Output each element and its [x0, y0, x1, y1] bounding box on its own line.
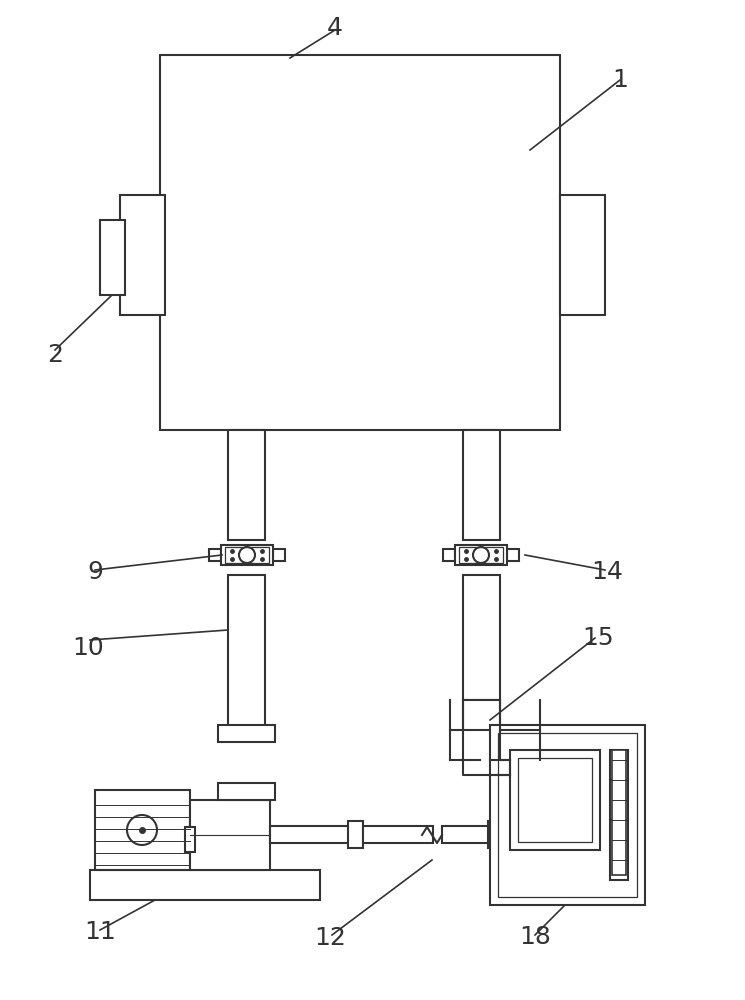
Text: 10: 10	[72, 636, 104, 660]
Text: 18: 18	[519, 925, 551, 949]
Bar	[463, 430, 500, 540]
Bar	[507, 549, 519, 561]
Bar	[221, 545, 273, 565]
Bar	[510, 760, 595, 775]
Bar	[228, 575, 265, 730]
Bar	[190, 800, 270, 870]
Bar	[610, 780, 628, 820]
Bar	[90, 870, 320, 900]
Bar	[218, 725, 275, 742]
Bar	[442, 826, 490, 843]
Bar	[443, 549, 455, 561]
Bar	[120, 195, 165, 315]
Bar	[518, 758, 592, 842]
Text: 14: 14	[591, 560, 623, 584]
Bar	[348, 821, 363, 848]
Bar	[612, 750, 626, 875]
Text: 12: 12	[314, 926, 346, 950]
Bar	[490, 725, 645, 905]
Bar	[270, 826, 350, 843]
Bar	[363, 826, 433, 843]
Bar	[459, 547, 503, 563]
Text: 9: 9	[87, 560, 103, 584]
Bar	[610, 750, 628, 780]
Bar	[463, 575, 500, 700]
Text: 1: 1	[612, 68, 628, 92]
Bar	[463, 700, 500, 730]
Text: 11: 11	[84, 920, 116, 944]
Text: 4: 4	[327, 16, 343, 40]
Bar	[228, 430, 265, 540]
Bar	[100, 220, 125, 295]
Bar	[503, 826, 593, 843]
Bar	[209, 549, 221, 561]
Bar	[160, 55, 560, 430]
Bar	[225, 547, 269, 563]
Bar	[498, 733, 637, 897]
Text: 15: 15	[582, 626, 614, 650]
Bar	[273, 549, 285, 561]
Bar	[510, 750, 600, 850]
Bar	[185, 827, 195, 852]
Bar	[218, 783, 275, 800]
Bar	[455, 545, 507, 565]
Bar	[488, 821, 503, 848]
Text: 2: 2	[47, 343, 63, 367]
Bar	[560, 195, 605, 315]
Bar	[95, 790, 190, 870]
Bar	[610, 820, 628, 880]
